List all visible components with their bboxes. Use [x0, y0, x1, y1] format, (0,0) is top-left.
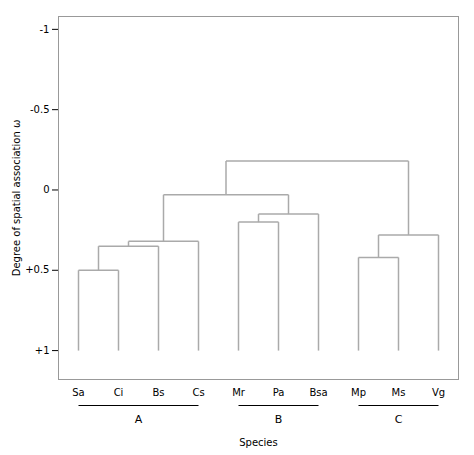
svg-text:0: 0: [43, 184, 49, 195]
svg-text:-0.5: -0.5: [30, 104, 50, 115]
svg-text:C: C: [395, 413, 403, 426]
svg-text:-1: -1: [40, 24, 50, 35]
svg-text:+1: +1: [35, 345, 50, 356]
svg-text:Sa: Sa: [72, 387, 84, 398]
svg-text:Bs: Bs: [152, 387, 164, 398]
svg-text:Mr: Mr: [232, 387, 246, 398]
svg-text:Ms: Ms: [392, 387, 406, 398]
svg-text:Species: Species: [239, 437, 278, 448]
svg-text:A: A: [135, 413, 143, 426]
svg-text:Cs: Cs: [192, 387, 204, 398]
svg-text:Degree of spatial association: Degree of spatial association ω: [11, 120, 22, 277]
svg-text:Mp: Mp: [351, 387, 366, 398]
svg-text:B: B: [275, 413, 283, 426]
svg-text:+0.5: +0.5: [25, 264, 49, 275]
svg-text:Bsa: Bsa: [309, 387, 327, 398]
svg-text:Pa: Pa: [273, 387, 285, 398]
svg-text:Ci: Ci: [114, 387, 124, 398]
svg-text:Vg: Vg: [432, 387, 445, 398]
